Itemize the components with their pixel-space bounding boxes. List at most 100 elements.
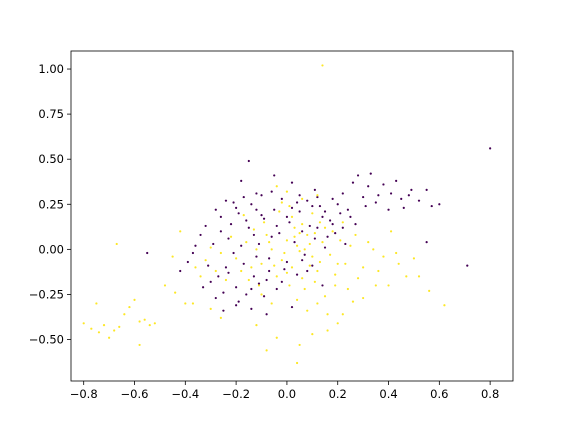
data-point (402, 206, 405, 209)
data-point (329, 219, 332, 222)
x-tick-label: 0.2 (329, 387, 347, 401)
data-point (118, 325, 121, 328)
data-point (321, 284, 324, 287)
data-point (257, 242, 261, 246)
data-point (222, 309, 225, 312)
data-point (247, 278, 250, 282)
data-point (270, 302, 273, 305)
data-point (344, 242, 347, 246)
data-point (410, 188, 413, 191)
data-point (301, 277, 304, 280)
data-point (298, 194, 301, 197)
data-point (321, 64, 324, 67)
data-point (240, 179, 243, 182)
data-point (374, 201, 377, 204)
data-point (313, 280, 316, 283)
data-point (245, 219, 248, 222)
plot-frame (70, 50, 514, 382)
data-point (313, 237, 316, 240)
data-point (214, 208, 217, 211)
data-point (224, 266, 228, 269)
data-point (235, 286, 238, 289)
data-point (235, 257, 238, 260)
data-point (237, 300, 240, 303)
data-point (428, 289, 431, 292)
data-point (275, 336, 278, 339)
data-point (395, 179, 398, 182)
data-point (425, 241, 428, 244)
data-point (298, 232, 301, 235)
data-point (265, 278, 268, 282)
data-point (108, 336, 111, 339)
data-point (326, 313, 329, 316)
data-point (288, 204, 291, 208)
data-point (311, 255, 314, 258)
data-point (323, 246, 327, 249)
data-point (372, 248, 375, 251)
data-point (283, 251, 286, 255)
data-point (377, 194, 380, 197)
data-point (301, 223, 304, 226)
data-point (336, 262, 339, 265)
data-point (255, 255, 258, 258)
data-point (369, 172, 372, 175)
y-tick-label: 1.00 (38, 62, 64, 76)
data-point (344, 262, 347, 265)
data-point (191, 251, 195, 255)
data-point (295, 201, 299, 204)
data-point (336, 322, 339, 325)
data-point (255, 208, 258, 211)
data-point (331, 223, 334, 226)
data-point (270, 248, 273, 251)
data-point (201, 286, 205, 289)
data-point (341, 226, 344, 229)
data-point (316, 195, 319, 199)
data-point (219, 215, 222, 218)
data-point (313, 188, 316, 191)
data-point (489, 147, 492, 150)
data-point (250, 266, 253, 269)
data-point (295, 273, 299, 276)
data-point (285, 239, 289, 242)
data-point (275, 287, 278, 291)
data-point (308, 224, 311, 228)
data-point (382, 255, 385, 258)
data-point (318, 260, 322, 264)
data-point (268, 241, 271, 244)
data-point (240, 244, 243, 247)
data-point (191, 302, 195, 305)
data-point (311, 212, 314, 215)
data-point (295, 298, 299, 301)
data-point (275, 275, 278, 278)
data-point (153, 322, 156, 325)
data-point (339, 239, 342, 242)
data-point (331, 197, 334, 200)
data-point (252, 228, 255, 231)
data-point (323, 295, 327, 298)
data-point (400, 197, 403, 200)
data-point (285, 215, 289, 218)
x-axis: −0.8 −0.6 −0.4 −0.2 0.0 0.2 0.4 0.6 0.8 (70, 381, 499, 401)
data-point (260, 214, 263, 217)
data-point (341, 313, 344, 316)
data-point (204, 259, 207, 262)
data-point (382, 183, 385, 186)
data-point (184, 302, 187, 305)
data-point (242, 214, 245, 217)
data-point (311, 333, 314, 336)
data-point (138, 343, 141, 347)
data-point (407, 194, 410, 197)
data-point (316, 226, 319, 229)
data-point (362, 195, 365, 199)
data-point (323, 226, 327, 229)
data-point (397, 262, 400, 265)
data-point (290, 305, 294, 309)
data-point (318, 204, 322, 208)
data-point (362, 296, 365, 300)
data-point (306, 233, 309, 237)
data-point (242, 195, 245, 199)
data-point (339, 212, 342, 215)
data-point (219, 316, 222, 319)
data-point (275, 224, 278, 228)
